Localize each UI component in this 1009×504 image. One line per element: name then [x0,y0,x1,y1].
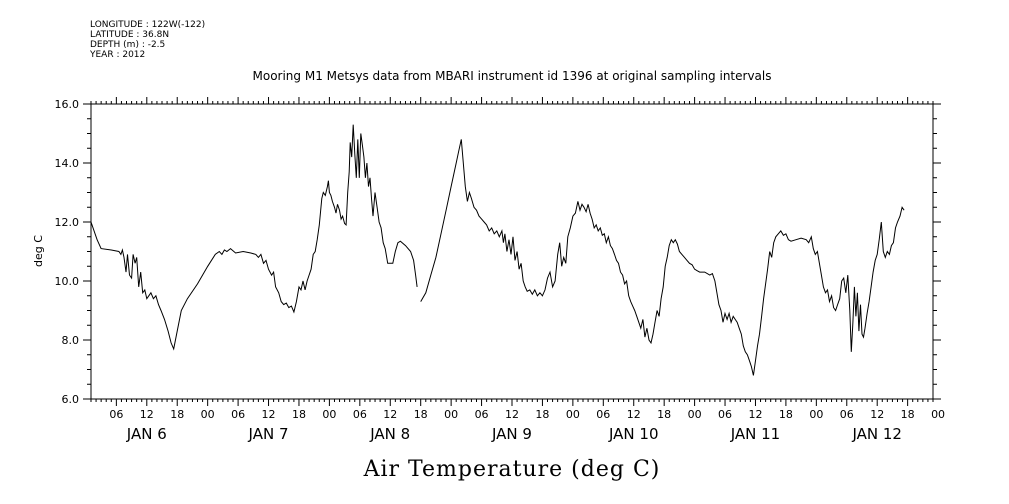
x-tick-label: 00 [322,408,336,421]
bottom-title: Air Temperature (deg C) [363,457,661,482]
x-tick-label: 06 [475,408,489,421]
y-axis: 6.0 8.0 10.0 12.0 14.0 16.0 [55,98,941,406]
y-tick-label: 14.0 [55,157,80,170]
latitude-text: LATITUDE : 36.8N [90,30,170,40]
longitude-text: LONGITUDE : 122W(-122) [90,20,206,30]
x-tick-label: 18 [535,408,549,421]
x-axis: 06 12 18 00 06 12 18 00 06 12 18 00 06 12 18 00 06 12 18 00… [90,97,945,443]
air-temperature-line [90,124,418,351]
x-tick-label: 06 [596,408,610,421]
depth-text: DEPTH (m) : -2.5 [90,40,166,50]
year-text: YEAR : 2012 [90,50,146,60]
x-tick-label: 00 [444,408,458,421]
x-day-label: JAN 6 [126,425,167,443]
x-day-label: JAN 10 [608,425,659,443]
y-tick-label: 16.0 [55,98,80,111]
x-tick-label: 12 [140,408,154,421]
x-tick-label: 06 [109,408,123,421]
x-tick-label: 12 [383,408,397,421]
x-tick-label: 18 [170,408,184,421]
x-day-label: JAN 11 [730,425,781,443]
y-tick-label: 12.0 [55,216,80,229]
x-tick-label: 06 [840,408,854,421]
x-tick-label: 00 [566,408,580,421]
x-tick-label: 12 [262,408,276,421]
x-tick-label: 18 [657,408,671,421]
air-temperature-line [420,139,905,376]
x-tick-label: 00 [688,408,702,421]
x-day-label: JAN 7 [248,425,289,443]
y-tick-label: 10.0 [55,275,80,288]
x-tick-label: 18 [779,408,793,421]
x-tick-label: 00 [809,408,823,421]
plot-frame [90,103,934,400]
x-tick-label: 12 [505,408,519,421]
y-tick-label: 8.0 [62,334,80,347]
x-day-label: JAN 12 [851,425,902,443]
series-group [90,124,905,376]
x-tick-label: 06 [718,408,732,421]
x-tick-label: 18 [292,408,306,421]
x-tick-label: 12 [870,408,884,421]
x-tick-label: 18 [901,408,915,421]
y-axis-label: deg C [32,235,45,267]
metadata-header: LONGITUDE : 122W(-122) LATITUDE : 36.8N … [90,20,205,60]
x-tick-label: 00 [931,408,945,421]
x-day-label: JAN 9 [491,425,532,443]
y-tick-label: 6.0 [62,393,80,406]
x-tick-label: 06 [353,408,367,421]
x-tick-label: 06 [231,408,245,421]
x-tick-label: 12 [627,408,641,421]
chart-title: Mooring M1 Metsys data from MBARI instru… [253,69,772,83]
x-day-label: JAN 8 [369,425,410,443]
x-tick-label: 12 [748,408,762,421]
x-tick-label: 00 [201,408,215,421]
x-tick-label: 18 [414,408,428,421]
